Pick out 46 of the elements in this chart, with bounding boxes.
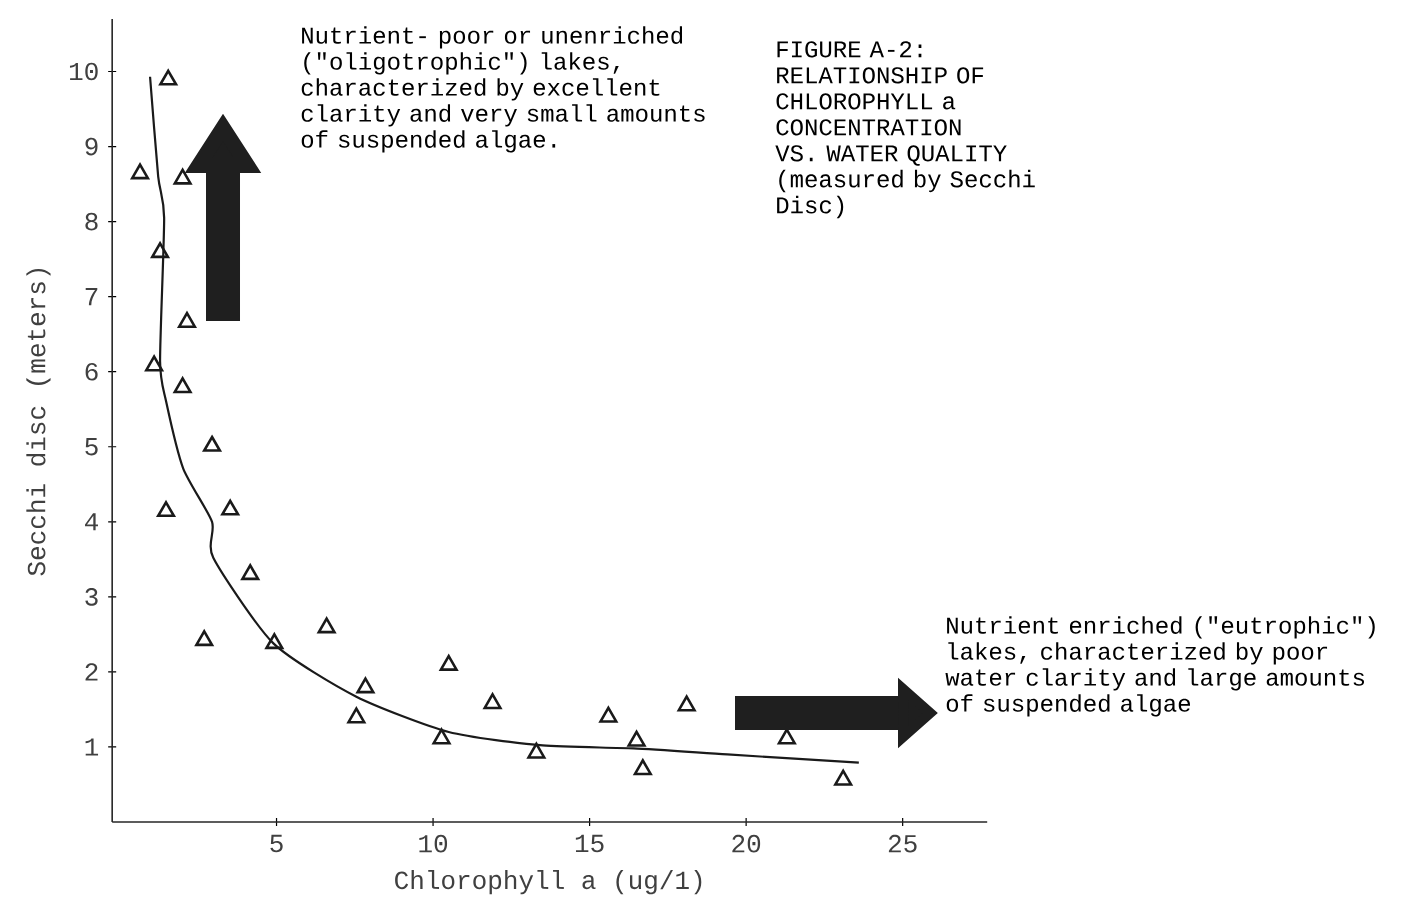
point: [432, 728, 451, 745]
text: FIGURE A-2: RELATIONSHIP OF CHLOROPHYLL a CONCENTRATION VS. WATER QUALITY (measured by Secchi Disc): [775, 41, 1035, 219]
y-tick-label: 9: [85, 137, 98, 156]
point: [177, 311, 197, 328]
y-tick-label: 10: [69, 62, 98, 81]
point: [202, 435, 222, 452]
point: [150, 242, 170, 259]
y-tick-label: 4: [85, 513, 98, 531]
x-tick-label: 15: [575, 834, 604, 853]
point: [599, 706, 618, 723]
point: [527, 742, 546, 759]
x-axis-title: Chlorophyll a (ug/1): [395, 870, 702, 895]
point: [173, 168, 192, 185]
y-tick-label: 6: [85, 362, 98, 381]
point: [633, 759, 652, 776]
y-tick-label: 3: [85, 588, 98, 606]
point: [130, 163, 150, 180]
y-tick-label: 2: [85, 663, 98, 681]
point: [677, 695, 696, 712]
point: [347, 707, 366, 724]
y-tick-label: 7: [85, 288, 98, 306]
point: [195, 630, 214, 647]
point: [221, 499, 240, 516]
point: [265, 633, 284, 650]
y-axis-title: Secchi disc (meters): [26, 268, 51, 576]
x-tick-label: 25: [888, 834, 917, 853]
x-tick-label: 20: [732, 834, 761, 853]
point: [145, 355, 164, 372]
point: [173, 377, 192, 394]
point: [777, 728, 796, 745]
point: [159, 69, 178, 86]
y-tick-label: 1: [85, 738, 99, 756]
y-tick-label: 5: [85, 438, 98, 456]
annotation: Nutrient- poor or unenriched ("oligotrophic") lakes, characterized by excellent clarity and very small amounts of suspended algae.: [301, 26, 705, 153]
point: [627, 730, 646, 747]
point: [483, 693, 502, 710]
point: [356, 677, 375, 694]
x-tick-label: 5: [270, 834, 283, 853]
point: [317, 617, 336, 634]
point: [241, 564, 260, 581]
point: [439, 654, 458, 671]
annotation: Nutrient enriched ("eutrophic") lakes, characterized by poor water clarity and large amounts of suspended algae: [945, 616, 1375, 717]
y-tick-label: 8: [85, 212, 98, 231]
x-tick-label: 10: [419, 834, 448, 853]
point: [156, 501, 176, 518]
point: [834, 769, 853, 786]
